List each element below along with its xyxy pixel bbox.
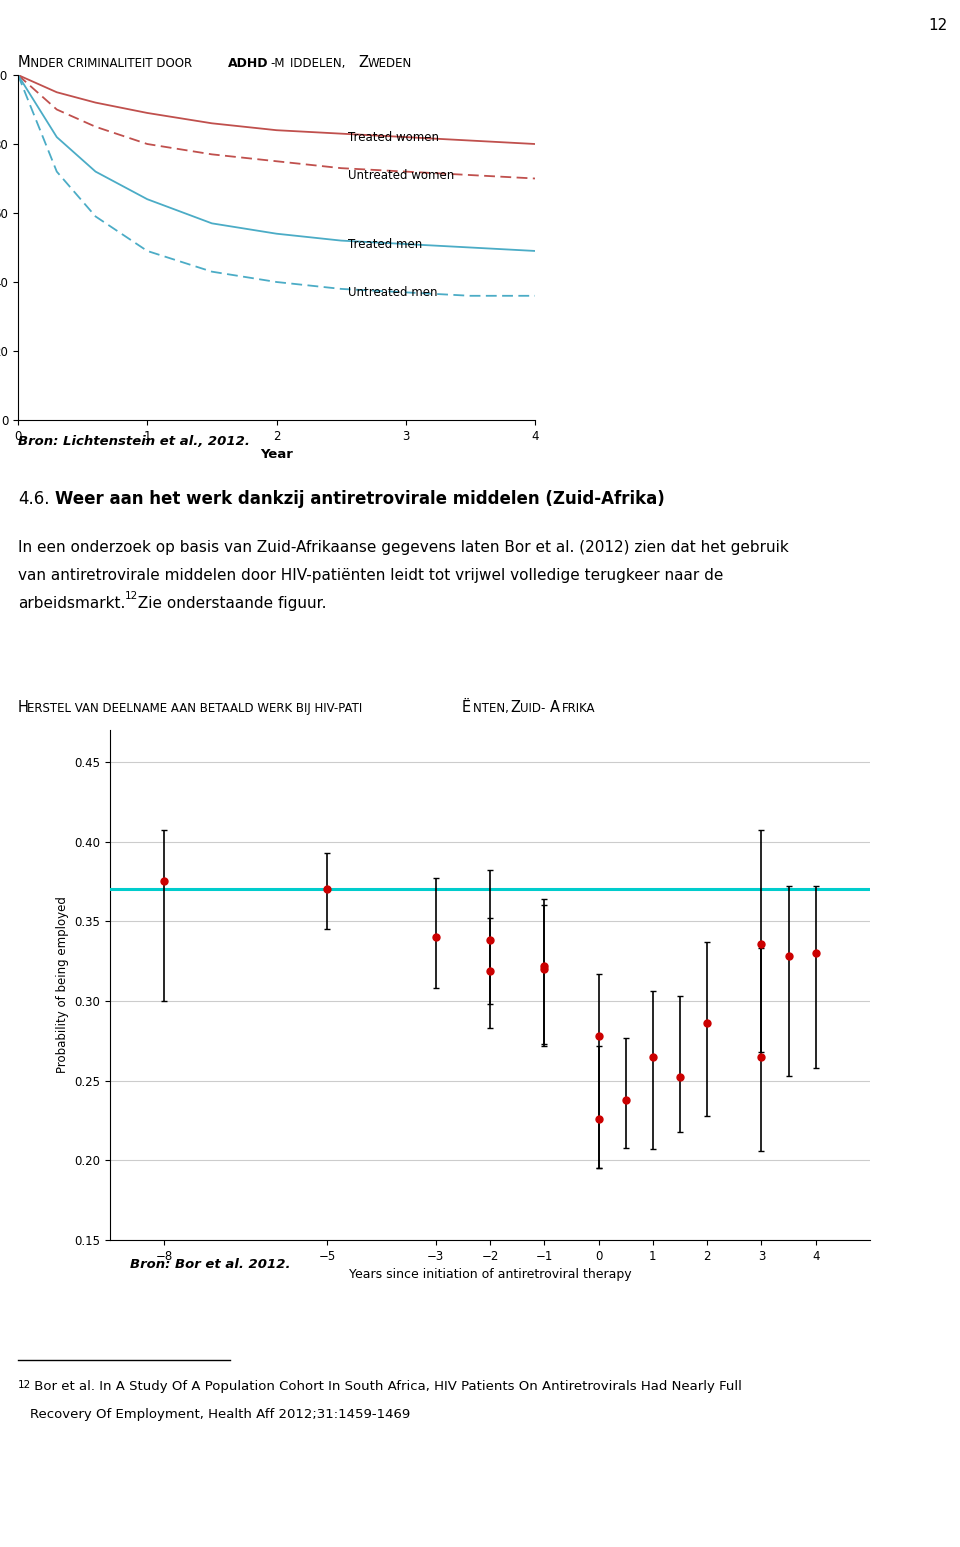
Text: Weer aan het werk dankzij antiretrovirale middelen (Zuid-Afrika): Weer aan het werk dankzij antiretroviral… — [55, 490, 664, 507]
Text: Treated men: Treated men — [348, 238, 421, 251]
Text: Treated women: Treated women — [348, 130, 439, 144]
Text: In een onderzoek op basis van Zuid-Afrikaanse gegevens laten Bor et al. (2012) z: In een onderzoek op basis van Zuid-Afrik… — [18, 540, 789, 555]
Text: H: H — [18, 699, 29, 715]
Text: FRIKA: FRIKA — [562, 702, 595, 715]
Text: Zie onderstaande figuur.: Zie onderstaande figuur. — [133, 596, 326, 611]
Text: Untreated men: Untreated men — [348, 286, 437, 299]
Text: 12: 12 — [928, 19, 948, 32]
Text: A: A — [550, 699, 560, 715]
Text: ADHD: ADHD — [228, 57, 269, 70]
Text: INDER CRIMINALITEIT DOOR: INDER CRIMINALITEIT DOOR — [27, 57, 196, 70]
Text: WEDEN: WEDEN — [368, 57, 412, 70]
Text: M: M — [18, 56, 31, 70]
Text: 12: 12 — [125, 591, 138, 600]
Text: -M: -M — [270, 57, 284, 70]
Text: 4.6.: 4.6. — [18, 490, 50, 507]
Text: Ë: Ë — [462, 699, 471, 715]
Y-axis label: Probability of being employed: Probability of being employed — [56, 897, 69, 1074]
X-axis label: Year: Year — [260, 449, 293, 461]
Text: NTEN,: NTEN, — [473, 702, 513, 715]
Text: Z: Z — [510, 699, 520, 715]
Text: Untreated women: Untreated women — [348, 169, 454, 181]
Text: Bron: Bor et al. 2012.: Bron: Bor et al. 2012. — [130, 1258, 291, 1272]
Text: 12: 12 — [18, 1380, 32, 1391]
Text: van antiretrovirale middelen door HIV-patiënten leidt tot vrijwel volledige teru: van antiretrovirale middelen door HIV-pa… — [18, 568, 724, 583]
Text: UID-: UID- — [520, 702, 545, 715]
Text: arbeidsmarkt.: arbeidsmarkt. — [18, 596, 126, 611]
X-axis label: Years since initiation of antiretroviral therapy: Years since initiation of antiretroviral… — [348, 1269, 632, 1281]
Text: Bor et al. In A Study Of A Population Cohort In South Africa, HIV Patients On An: Bor et al. In A Study Of A Population Co… — [30, 1380, 742, 1392]
Text: Z: Z — [358, 56, 368, 70]
Text: Bron: Lichtenstein et al., 2012.: Bron: Lichtenstein et al., 2012. — [18, 435, 250, 449]
Text: ERSTEL VAN DEELNAME AAN BETAALD WERK BIJ HIV-PATI: ERSTEL VAN DEELNAME AAN BETAALD WERK BIJ… — [27, 702, 362, 715]
Text: IDDELEN,: IDDELEN, — [290, 57, 349, 70]
Text: Recovery Of Employment, Health Aff 2012;31:1459-1469: Recovery Of Employment, Health Aff 2012;… — [30, 1408, 410, 1422]
